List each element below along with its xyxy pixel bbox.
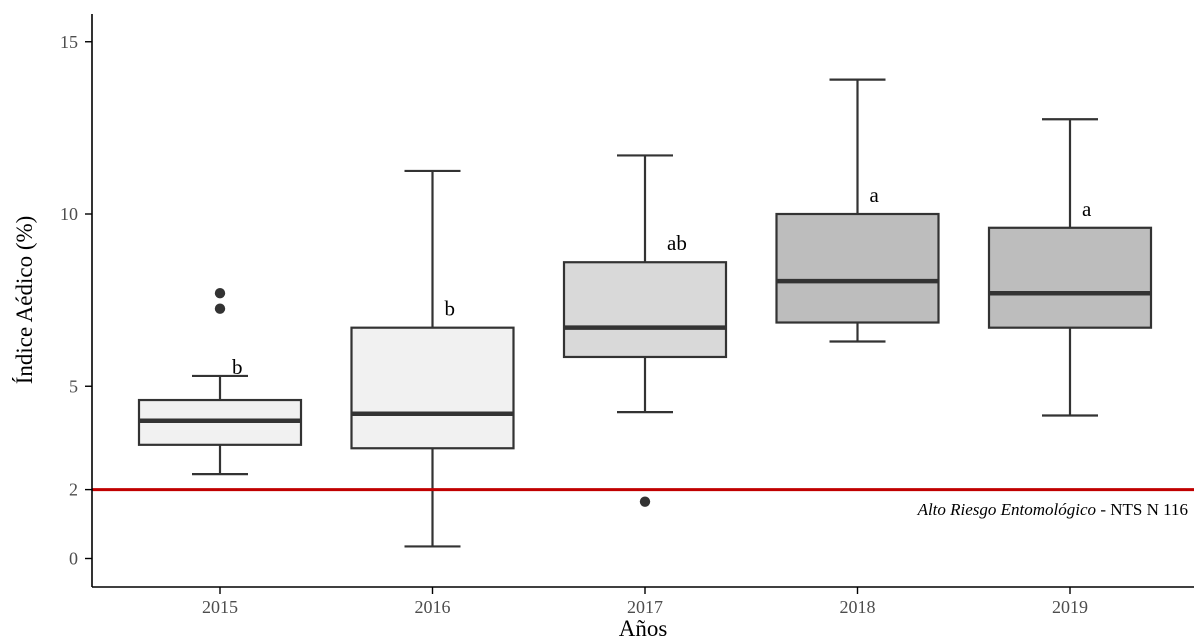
outlier-point bbox=[639, 496, 651, 507]
significance-letter: b bbox=[232, 355, 243, 379]
y-tick-label: 2 bbox=[69, 480, 78, 500]
x-tick-label: 2018 bbox=[840, 597, 876, 617]
y-axis-title: Índice Aédico (%) bbox=[12, 216, 37, 385]
outlier-point bbox=[214, 303, 226, 314]
significance-letter: a bbox=[1082, 197, 1092, 221]
reference-line-label-normal: - NTS N 116 bbox=[1096, 500, 1188, 519]
y-tick-label: 5 bbox=[69, 376, 78, 396]
box-2018: a bbox=[775, 78, 940, 343]
axes: 2015 2016 2017 2018 2019 0 2 5 10 15 bbox=[60, 14, 1194, 617]
x-tick-label: 2019 bbox=[1052, 597, 1088, 617]
box-2019: a bbox=[987, 118, 1153, 417]
reference-line-label-italic: Alto Riesgo Entomológico bbox=[917, 500, 1096, 519]
x-axis-title: Años bbox=[619, 616, 668, 641]
box-2015: b bbox=[137, 288, 303, 476]
significance-letter: b bbox=[445, 297, 456, 321]
reference-line-label: Alto Riesgo Entomológico - NTS N 116 bbox=[917, 500, 1188, 519]
y-tick-label: 10 bbox=[60, 204, 78, 224]
x-tick-label: 2016 bbox=[415, 597, 451, 617]
y-tick-label: 0 bbox=[69, 549, 78, 569]
outlier-point bbox=[214, 288, 226, 299]
significance-letter: ab bbox=[667, 231, 687, 255]
box-iqr bbox=[775, 212, 940, 324]
significance-letter: a bbox=[870, 183, 880, 207]
box-iqr bbox=[987, 226, 1153, 329]
box-2016: b bbox=[350, 169, 515, 548]
box-iqr bbox=[562, 261, 728, 359]
box-iqr bbox=[350, 326, 515, 450]
plot-area: b b ab a a bbox=[92, 78, 1194, 548]
x-tick-label: 2015 bbox=[202, 597, 238, 617]
y-tick-label: 15 bbox=[60, 32, 78, 52]
x-tick-label: 2017 bbox=[627, 597, 663, 617]
box-2017: ab bbox=[562, 154, 728, 507]
